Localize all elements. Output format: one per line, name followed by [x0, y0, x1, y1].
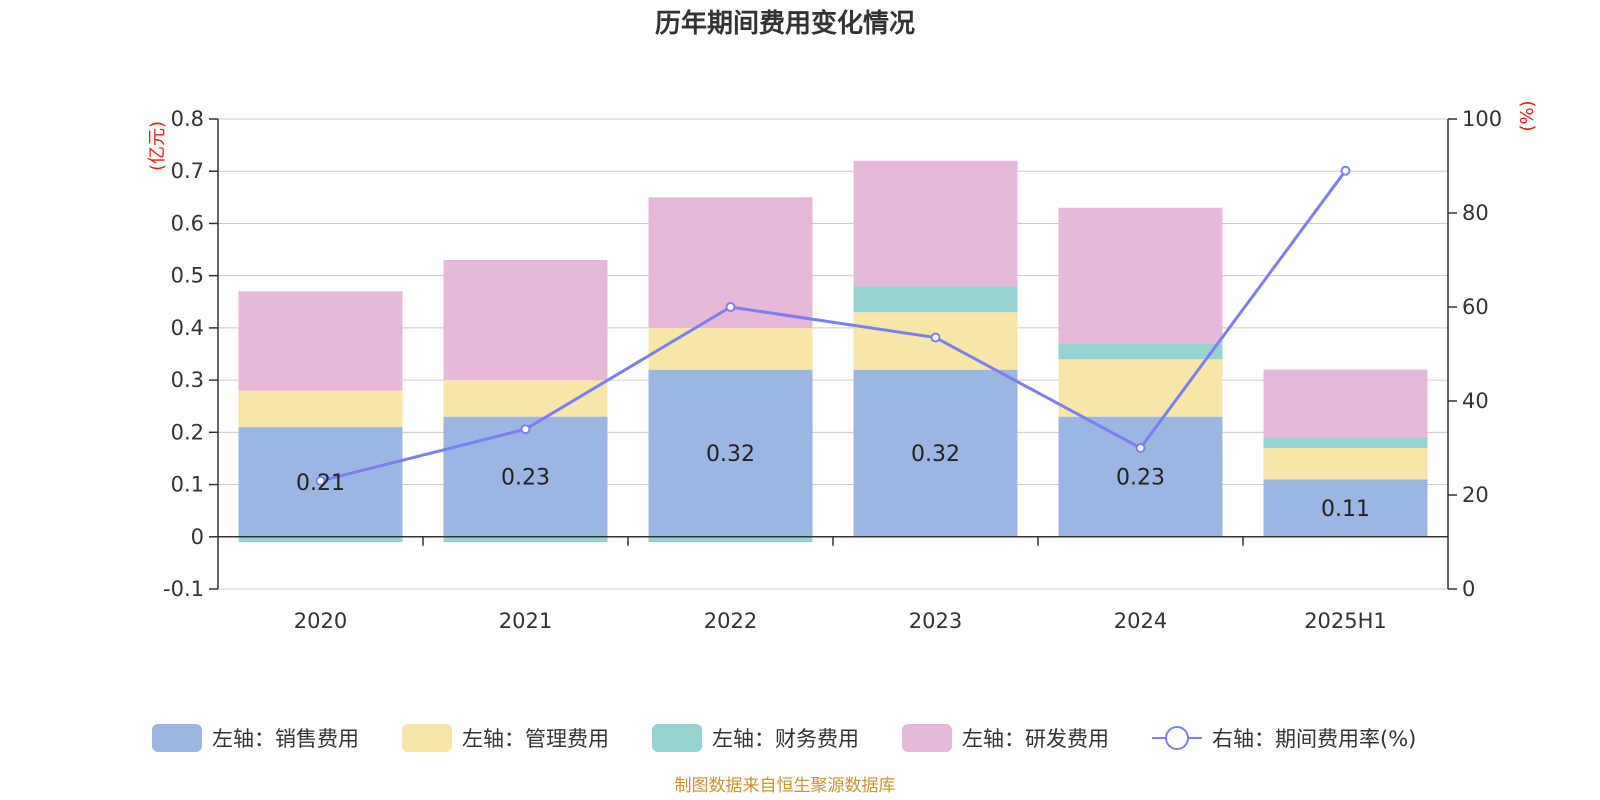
rate-point-2024	[1135, 443, 1146, 453]
left-tick-label-0: -0.1	[163, 577, 204, 601]
legend-label-2: 左轴：财务费用	[712, 727, 859, 751]
bar-2-2025H1	[1263, 437, 1428, 448]
bar-1-2024	[1058, 359, 1223, 417]
legend-label-4: 右轴：期间费用率(%)	[1212, 727, 1416, 751]
right-tick-label-0: 0	[1462, 577, 1475, 601]
left-tick-label-4: 0.3	[171, 368, 204, 392]
data-label-2021: 0.23	[501, 466, 550, 491]
bar-1-2025H1	[1263, 448, 1428, 480]
legend-swatch-2	[652, 724, 702, 752]
grid-lines	[218, 118, 1448, 590]
legend-label-1: 左轴：管理费用	[462, 727, 609, 751]
bar-1-2021	[443, 380, 608, 417]
x-tick-label-2020: 2020	[294, 609, 347, 633]
bar-2-2022	[648, 536, 813, 542]
bar-0-2025H1	[1263, 479, 1428, 537]
x-tick-label-2025H1: 2025H1	[1304, 609, 1387, 633]
rate-point-2020	[315, 475, 326, 486]
data-label-2022: 0.32	[706, 442, 755, 467]
left-tick-label-9: 0.8	[171, 107, 204, 131]
left-tick-label-2: 0.1	[171, 473, 204, 497]
legend-label-3: 左轴：研发费用	[962, 727, 1109, 751]
bar-3-2020	[238, 291, 403, 391]
legend-label-0: 左轴：销售费用	[212, 727, 359, 751]
x-tick-label-2022: 2022	[704, 609, 757, 633]
right-tick-label-1: 20	[1462, 483, 1489, 507]
rate-line	[320, 169, 1347, 483]
right-tick-label-4: 80	[1462, 201, 1489, 225]
bar-3-2023	[853, 160, 1018, 287]
x-tick-label-2021: 2021	[499, 609, 552, 633]
left-tick-label-6: 0.5	[171, 264, 204, 288]
right-tick-label-5: 100	[1462, 107, 1502, 131]
bar-2-2023	[853, 286, 1018, 313]
bar-3-2021	[443, 260, 608, 381]
x-tick-label-2024: 2024	[1114, 609, 1167, 633]
bar-1-2022	[648, 327, 813, 370]
bar-0-2024	[1058, 416, 1223, 537]
bar-3-2025H1	[1263, 369, 1428, 438]
data-label-2023: 0.32	[911, 442, 960, 467]
bar-2-2020	[238, 536, 403, 542]
legend: 左轴：销售费用 左轴：管理费用 左轴：财务费用 左轴：研发费用 右轴：期间费用率(%)	[152, 724, 1416, 752]
left-axis-unit: (亿元)	[147, 121, 168, 171]
rate-point-2022	[725, 302, 736, 312]
bar-1-2020	[238, 390, 403, 428]
rate-point-2025H1	[1340, 165, 1351, 176]
data-label-2025H1: 0.11	[1321, 497, 1370, 522]
legend-swatch-3	[902, 724, 952, 752]
left-tick-label-3: 0.2	[171, 420, 204, 444]
right-tick-label-2: 40	[1462, 389, 1489, 413]
left-tick-label-8: 0.7	[171, 159, 204, 183]
data-label-2020: 0.21	[296, 471, 345, 496]
right-axis-unit: (%)	[1517, 100, 1538, 131]
bar-2-2024	[1058, 343, 1223, 360]
x-tick-label-2023: 2023	[909, 609, 962, 633]
legend-marker-4	[1165, 726, 1189, 750]
bar-2-2021	[443, 536, 608, 542]
chart-title: 历年期间费用变化情况	[655, 8, 915, 39]
bar-0-2022	[648, 369, 813, 537]
legend-swatch-0	[152, 724, 202, 752]
left-tick-label-7: 0.6	[171, 211, 204, 235]
axes: -0.1 0 0.1 0.2 0.3 0.4 0.5 0.6 0.7 0.8 0 20 40 60 80 10…	[147, 100, 1538, 633]
rate-point-2021	[520, 424, 531, 435]
bar-0-2021	[443, 416, 608, 537]
bar-3-2024	[1058, 207, 1223, 344]
data-labels: 0.21 0.23 0.32 0.32 0.23 0.11	[296, 442, 1370, 522]
rate-line-series	[315, 165, 1351, 486]
bar-0-2023	[853, 369, 1018, 537]
legend-swatch-1	[402, 724, 452, 752]
right-tick-label-3: 60	[1462, 295, 1489, 319]
left-tick-label-1: 0	[191, 525, 204, 549]
data-label-2024: 0.23	[1116, 466, 1165, 491]
left-tick-label-5: 0.4	[171, 316, 204, 340]
source-note: 制图数据来自恒生聚源数据库	[675, 776, 896, 796]
rate-point-2023	[930, 332, 941, 343]
bar-series	[238, 160, 1428, 542]
